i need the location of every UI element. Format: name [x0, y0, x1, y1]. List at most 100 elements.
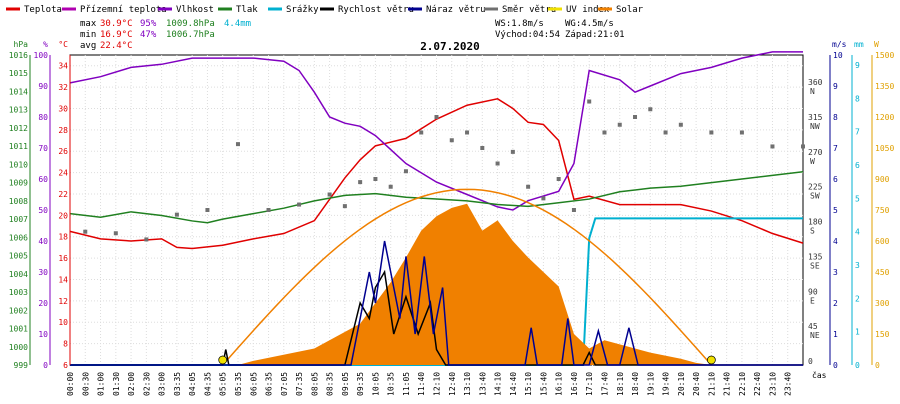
temp-tick: 18	[58, 233, 68, 242]
wind-direction-point	[235, 142, 240, 147]
hpa-tick: 1002	[9, 306, 28, 315]
x-tick: 00:30	[81, 372, 90, 396]
mm-tick: 9	[855, 61, 860, 70]
hpa-tick: 1010	[9, 160, 28, 169]
ms-tick: 3	[833, 268, 838, 277]
temp-tick: 30	[58, 104, 68, 113]
stat-label: max	[80, 19, 97, 29]
legend-label: Solar	[616, 5, 644, 15]
w-tick: 1350	[875, 82, 894, 91]
temp-tick: 12	[58, 297, 68, 306]
hpa-tick: 1006	[9, 233, 28, 242]
temp-tick: 14	[58, 275, 68, 284]
hpa-tick: 1004	[9, 270, 28, 279]
temp-tick: 22	[58, 190, 68, 199]
wind-direction-point	[419, 130, 424, 135]
wind-direction-point	[205, 208, 210, 212]
x-tick: 15:40	[539, 372, 548, 396]
wind-direction-point	[174, 212, 179, 217]
w-unit: W	[874, 40, 879, 49]
stat-min-pressure: 1006.7hPa	[166, 30, 215, 40]
hpa-tick: 1007	[9, 215, 28, 224]
x-tick: 23:40	[784, 372, 793, 396]
mm-tick: 0	[855, 361, 860, 370]
wind-direction-point	[801, 144, 805, 149]
x-tick: 04:35	[203, 372, 212, 396]
w-tick: 300	[875, 299, 890, 308]
legend-label: Vlhkost	[176, 5, 214, 15]
ms-tick: 1	[833, 330, 838, 339]
x-tick: 22:10	[738, 372, 747, 396]
pct-tick: 100	[34, 51, 49, 60]
x-tick: 05:05	[219, 372, 228, 396]
x-tick: 12:10	[433, 372, 442, 396]
pct-tick: 70	[38, 144, 48, 153]
x-tick: 07:05	[280, 372, 289, 396]
legend-label: UV index	[566, 5, 610, 15]
wind-direction-point	[373, 177, 378, 181]
legend-label: Srážky	[286, 5, 319, 15]
temp-tick: 32	[58, 83, 68, 92]
stat-wind-gust: WG:4.5m/s	[565, 19, 614, 29]
hpa-tick: 1015	[9, 69, 28, 78]
x-tick: 10:35	[387, 372, 396, 396]
wind-direction-point	[678, 122, 683, 127]
ms-tick: 10	[833, 51, 843, 60]
temp-tick: 24	[58, 169, 68, 178]
series-teplota	[69, 98, 804, 250]
wind-direction-point	[449, 138, 454, 143]
mm-tick: 8	[855, 94, 860, 103]
stat-min-humidity: 47%	[140, 30, 157, 40]
x-tick: 10:05	[371, 372, 380, 396]
wind-direction-point	[113, 231, 118, 236]
x-tick: 12:40	[448, 372, 457, 396]
wind-direction-point	[556, 177, 561, 181]
legend: Teplota Přízemní teplota Vlhkost Tlak Srážky…	[6, 5, 644, 15]
x-tick: 15:10	[524, 372, 533, 396]
hpa-tick: 1011	[9, 142, 28, 151]
series-n-raz-v-tru	[70, 240, 803, 366]
stat-sunset: Západ:21:01	[565, 30, 625, 40]
ms-tick: 2	[833, 299, 838, 308]
wind-direction-point	[571, 208, 576, 212]
wind-direction-point	[495, 161, 500, 166]
mm-tick: 1	[855, 328, 860, 337]
dir-tick: 225	[808, 183, 823, 192]
stat-max-humidity: 95%	[140, 19, 157, 29]
series-solar	[237, 203, 712, 365]
temp-tick: 16	[58, 254, 68, 263]
stat-min-temp: 16.9°C	[100, 30, 133, 40]
ms-tick: 6	[833, 175, 838, 184]
dir-label: W	[810, 157, 815, 166]
x-tick: 08:35	[326, 372, 335, 396]
hpa-tick: 1012	[9, 124, 28, 133]
x-tick: 08:05	[310, 372, 319, 396]
pct-unit: %	[43, 40, 48, 49]
uv-marker	[218, 355, 228, 365]
legend-label: Tlak	[236, 5, 258, 15]
temp-tick: 26	[58, 147, 68, 156]
x-tick: 18:40	[631, 372, 640, 396]
mm-tick: 5	[855, 194, 860, 203]
dir-tick: 270	[808, 148, 823, 157]
ms-tick: 7	[833, 144, 838, 153]
mm-unit: mm	[854, 40, 864, 49]
stat-wind-speed: WS:1.8m/s	[495, 19, 544, 29]
hpa-tick: 1016	[9, 51, 28, 60]
wind-direction-point	[434, 115, 439, 119]
w-tick: 900	[875, 175, 890, 184]
x-tick: 06:05	[249, 372, 258, 396]
hpa-tick: 1013	[9, 106, 28, 115]
wind-direction-point	[358, 180, 363, 185]
w-tick: 1500	[875, 51, 894, 60]
ms-tick: 8	[833, 113, 838, 122]
x-tick: 01:00	[97, 372, 106, 396]
wind-direction-point	[388, 184, 393, 189]
x-tick: 03:35	[173, 372, 182, 396]
wind-direction-point	[602, 130, 607, 135]
stat-max-pressure: 1009.8hPa	[166, 19, 215, 29]
pct-tick: 10	[38, 330, 48, 339]
w-tick: 750	[875, 206, 890, 215]
wind-direction-point	[541, 196, 546, 201]
